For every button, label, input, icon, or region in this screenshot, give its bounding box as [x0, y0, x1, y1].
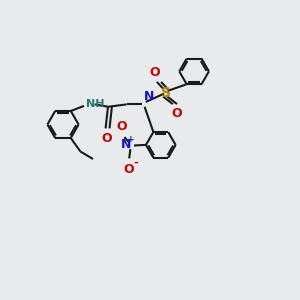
Text: S: S	[160, 86, 171, 100]
Text: +: +	[128, 135, 135, 144]
Text: O: O	[172, 107, 182, 120]
Text: O: O	[124, 163, 134, 176]
Text: O: O	[150, 66, 160, 79]
Text: O: O	[117, 120, 127, 133]
Text: O: O	[102, 132, 112, 145]
Text: -: -	[134, 158, 138, 168]
Text: N: N	[121, 138, 132, 151]
Text: NH: NH	[86, 99, 105, 110]
Text: N: N	[143, 90, 154, 103]
